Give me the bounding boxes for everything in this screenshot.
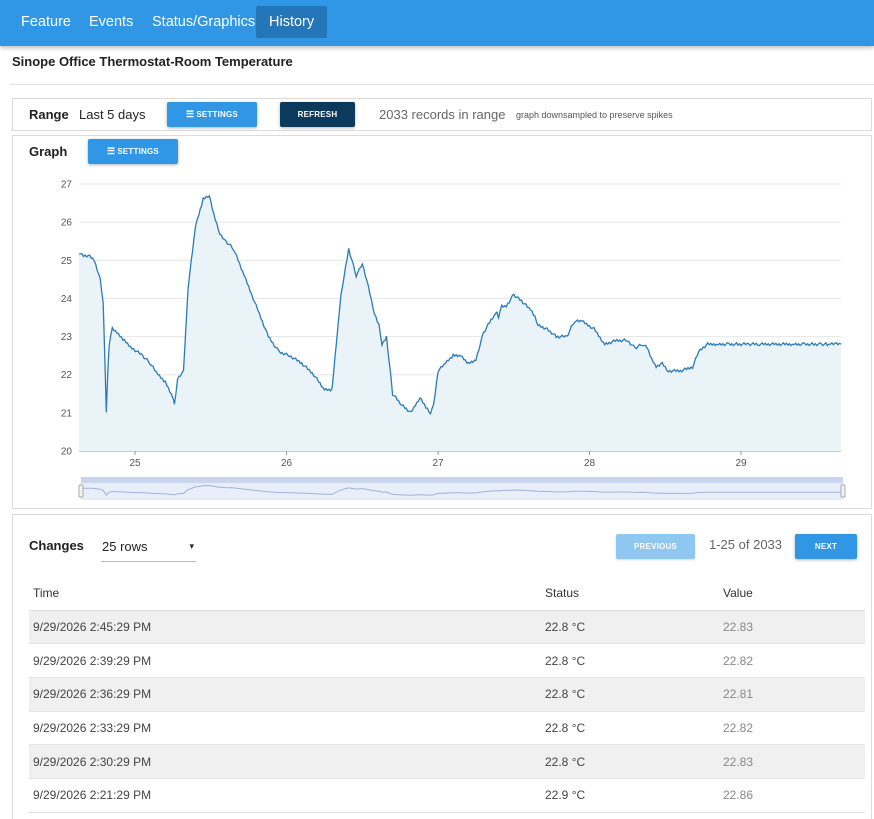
cell-value: 22.82 [719, 711, 865, 746]
cell-status: 22.8 °C [541, 677, 719, 712]
range-panel [12, 98, 872, 131]
cell-value: 22.83 [719, 610, 865, 645]
table-row[interactable]: 9/29/2026 2:30:29 PM 22.8 °C 22.83 [29, 744, 865, 779]
table-row[interactable]: 9/29/2026 2:33:29 PM 22.8 °C 22.82 [29, 711, 865, 746]
sliders-icon: ☰ [186, 109, 195, 119]
range-settings-label: SETTINGS [196, 110, 238, 119]
cell-time: 9/29/2026 2:21:29 PM [29, 778, 541, 813]
refresh-button[interactable]: REFRESH [280, 102, 355, 127]
cell-time: 9/29/2026 2:45:29 PM [29, 610, 541, 645]
previous-button[interactable]: PREVIOUS [616, 534, 695, 559]
cell-status: 22.8 °C [541, 610, 719, 645]
cell-status: 22.8 °C [541, 643, 719, 678]
column-header-time[interactable]: Time [29, 576, 541, 611]
page-title: Sinope Office Thermostat-Room Temperatur… [12, 54, 293, 69]
table-row[interactable]: 9/29/2026 2:36:29 PM 22.8 °C 22.81 [29, 677, 865, 712]
cell-value: 22.83 [719, 744, 865, 779]
changes-table: Time Status Value 9/29/2026 2:45:29 PM 2… [29, 576, 865, 813]
cell-status: 22.8 °C [541, 744, 719, 779]
cell-time: 9/29/2026 2:39:29 PM [29, 643, 541, 678]
cell-status: 22.9 °C [541, 778, 719, 813]
range-value[interactable]: Last 5 days [79, 107, 146, 122]
column-header-value[interactable]: Value [719, 576, 865, 611]
sliders-icon: ☰ [107, 146, 116, 156]
tab-status-graphics[interactable]: Status/Graphics [152, 14, 256, 30]
table-row[interactable]: 9/29/2026 2:39:29 PM 22.8 °C 22.82 [29, 643, 865, 678]
cell-value: 22.82 [719, 643, 865, 678]
cell-time: 9/29/2026 2:36:29 PM [29, 677, 541, 712]
cell-time: 9/29/2026 2:33:29 PM [29, 711, 541, 746]
title-divider [10, 84, 874, 85]
range-label: Range [29, 107, 69, 122]
table-row[interactable]: 9/29/2026 2:45:29 PM 22.8 °C 22.83 [29, 610, 865, 645]
graph-panel [12, 135, 872, 509]
rows-per-page-select[interactable]: 25 rows ▾ [101, 537, 196, 562]
table-header-row: Time Status Value [29, 576, 865, 611]
cell-status: 22.8 °C [541, 711, 719, 746]
changes-label: Changes [29, 538, 84, 553]
top-nav-bar: Feature Events Status/Graphics History [0, 0, 874, 46]
pagination-text: 1-25 of 2033 [709, 537, 783, 552]
downsample-note: graph downsampled to preserve spikes [516, 110, 673, 120]
cell-value: 22.81 [719, 677, 865, 712]
chevron-down-icon: ▾ [189, 541, 194, 551]
cell-value: 22.86 [719, 778, 865, 813]
tab-history[interactable]: History [256, 6, 328, 38]
range-settings-button[interactable]: ☰ SETTINGS [167, 102, 257, 127]
next-button[interactable]: NEXT [795, 534, 857, 559]
graph-label: Graph [29, 144, 68, 159]
graph-settings-button[interactable]: ☰ SETTINGS [88, 139, 178, 164]
rows-per-page-value: 25 rows [102, 539, 148, 554]
tab-feature[interactable]: Feature [21, 14, 71, 30]
table-row[interactable]: 9/29/2026 2:21:29 PM 22.9 °C 22.86 [29, 778, 865, 813]
tab-events[interactable]: Events [89, 14, 134, 30]
column-header-status[interactable]: Status [541, 576, 719, 611]
cell-time: 9/29/2026 2:30:29 PM [29, 744, 541, 779]
graph-settings-label: SETTINGS [117, 147, 159, 156]
records-count: 2033 records in range [379, 107, 506, 122]
